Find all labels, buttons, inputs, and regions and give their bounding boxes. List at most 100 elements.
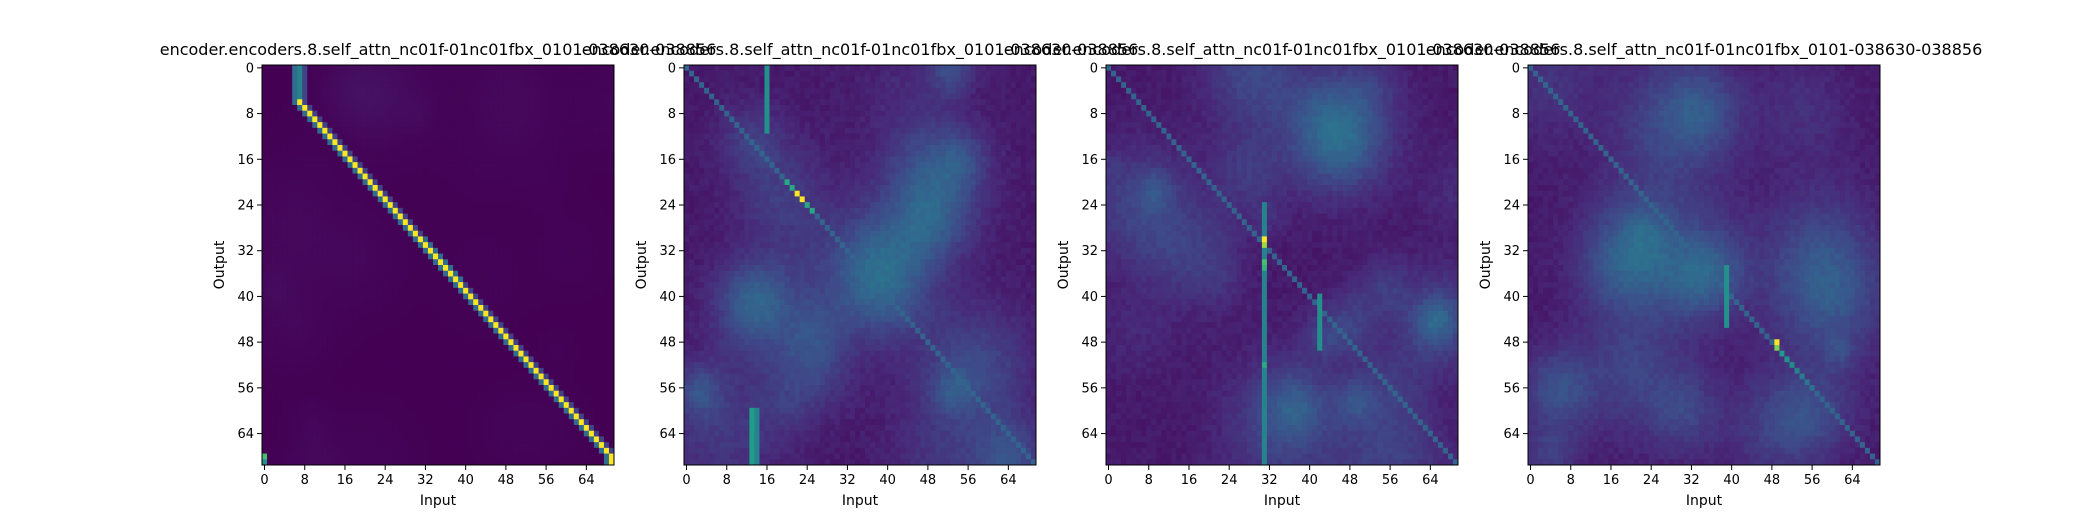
heatmap-cell <box>297 259 303 266</box>
heatmap-cell <box>307 390 313 397</box>
heatmap-cell <box>498 76 504 83</box>
heatmap-cell <box>267 110 273 117</box>
heatmap-cell <box>407 105 414 112</box>
heatmap-cells <box>262 65 615 466</box>
heatmap-cell <box>533 396 539 403</box>
heatmap-cell <box>443 162 449 169</box>
heatmap-cell <box>392 322 399 329</box>
heatmap-cell <box>297 99 303 106</box>
heatmap-cell <box>608 447 615 454</box>
heatmap-cell <box>307 167 313 174</box>
heatmap-cell <box>453 202 459 209</box>
heatmap-cell <box>262 402 268 409</box>
heatmap-cell <box>453 133 459 140</box>
x-axis-label: Input <box>420 493 457 509</box>
heatmap-cell <box>372 436 379 443</box>
heatmap-cell <box>357 76 363 83</box>
heatmap-cell <box>548 150 555 157</box>
heatmap-cell <box>453 76 459 83</box>
heatmap-cell <box>538 419 544 426</box>
heatmap-cell <box>603 139 610 146</box>
heatmap-cell <box>277 345 283 352</box>
heatmap-cell <box>362 413 368 420</box>
heatmap-cell <box>538 196 544 203</box>
heatmap-cell <box>267 293 273 300</box>
heatmap-cell <box>432 122 439 129</box>
heatmap-cell <box>583 419 590 426</box>
heatmap-cell <box>267 316 273 323</box>
heatmap-cell <box>463 173 469 180</box>
heatmap-cell <box>458 122 464 129</box>
heatmap-cell <box>387 185 394 192</box>
heatmap-cell <box>458 396 464 403</box>
heatmap-cell <box>432 179 439 186</box>
heatmap-cell <box>493 110 499 117</box>
heatmap-cell <box>387 162 394 169</box>
heatmap-cell <box>362 293 368 300</box>
heatmap-cell <box>387 133 394 140</box>
heatmap-cell <box>568 150 575 157</box>
heatmap-cell <box>478 390 484 397</box>
heatmap-cell <box>443 70 449 77</box>
heatmap-cell <box>307 407 313 414</box>
heatmap-cell <box>372 385 379 392</box>
heatmap-cell <box>563 145 570 152</box>
heatmap-cell <box>443 145 449 152</box>
heatmap-cell <box>563 122 570 129</box>
heatmap-cell <box>443 396 449 403</box>
heatmap-cell <box>533 362 539 369</box>
y-tick-label: 48 <box>237 336 254 351</box>
heatmap-cell <box>412 390 419 397</box>
heatmap-cell <box>387 219 394 226</box>
heatmap-cell <box>342 447 348 454</box>
heatmap-cell <box>282 110 288 117</box>
heatmap-cell <box>473 287 479 294</box>
heatmap-cell <box>427 179 434 186</box>
heatmap-cell <box>523 207 529 214</box>
heatmap-cell <box>362 396 368 403</box>
heatmap-cell <box>382 396 389 403</box>
heatmap-cell <box>578 316 585 323</box>
heatmap-cell <box>267 156 273 163</box>
heatmap-cell <box>417 299 424 306</box>
heatmap-cell <box>297 322 303 329</box>
heatmap-cell <box>262 213 268 220</box>
heatmap-cell <box>498 242 504 249</box>
heatmap-cell <box>488 179 494 186</box>
heatmap-cell <box>573 87 580 94</box>
heatmap-cell <box>412 270 419 277</box>
heatmap-cell <box>357 82 363 89</box>
heatmap-cell <box>493 407 499 414</box>
heatmap-cell <box>322 322 328 329</box>
heatmap-cell <box>317 65 323 72</box>
heatmap-cell <box>573 419 580 426</box>
heatmap-cell <box>503 259 509 266</box>
heatmap-cell <box>422 276 429 283</box>
heatmap-cell <box>302 76 308 83</box>
heatmap-cell <box>473 133 479 140</box>
heatmap-cell <box>312 82 318 89</box>
heatmap-cell <box>377 156 384 163</box>
heatmap-cell <box>498 419 504 426</box>
heatmap-cell <box>327 190 333 197</box>
heatmap-cell <box>407 202 414 209</box>
heatmap-cell <box>412 110 419 117</box>
heatmap-cell <box>453 276 459 283</box>
heatmap-cell <box>272 207 278 214</box>
heatmap-cell <box>945 65 951 72</box>
heatmap-cell <box>518 230 524 237</box>
heatmap-cell <box>503 127 509 134</box>
heatmap-cell <box>307 116 313 123</box>
heatmap-cell <box>463 87 469 94</box>
heatmap-cell <box>277 322 283 329</box>
heatmap-cell <box>483 242 489 249</box>
heatmap-cell <box>277 99 283 106</box>
heatmap-cell <box>427 379 434 386</box>
heatmap-cell <box>463 379 469 386</box>
heatmap-cell <box>608 127 615 134</box>
heatmap-cell <box>463 396 469 403</box>
heatmap-cell <box>397 407 404 414</box>
heatmap-cell <box>402 196 409 203</box>
heatmap-cell <box>508 242 514 249</box>
heatmap-cell <box>463 293 469 300</box>
